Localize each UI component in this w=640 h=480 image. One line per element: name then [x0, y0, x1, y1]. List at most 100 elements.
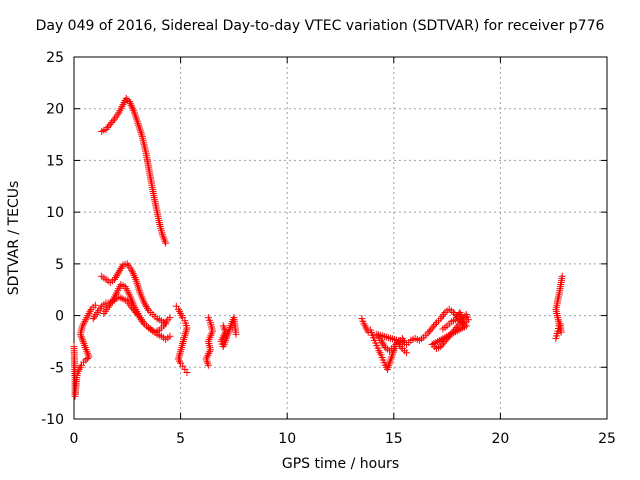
data-point: [114, 270, 122, 278]
data-point: [84, 312, 92, 320]
data-point: [164, 334, 172, 342]
data-point: [113, 272, 121, 280]
data-point: [440, 339, 448, 347]
data-point: [76, 363, 84, 371]
data-point: [378, 353, 386, 361]
data-point: [459, 324, 467, 332]
data-point: [142, 149, 150, 157]
data-point: [129, 105, 137, 113]
data-point: [457, 325, 465, 333]
data-point: [100, 126, 108, 134]
data-point: [374, 344, 382, 352]
data-point: [115, 268, 123, 276]
data-point: [140, 297, 148, 305]
data-point: [435, 344, 443, 352]
data-point: [82, 356, 90, 364]
data-point: [179, 338, 187, 346]
data-point: [439, 335, 447, 343]
data-point: [385, 361, 393, 369]
y-tick-label: 25: [46, 50, 64, 66]
data-point: [389, 349, 397, 357]
data-point: [178, 341, 186, 349]
data-point: [375, 331, 383, 339]
data-point: [428, 324, 436, 332]
data-point: [367, 329, 375, 337]
data-point: [136, 127, 144, 135]
series-group: [358, 315, 411, 373]
data-point: [413, 335, 421, 343]
data-point: [155, 216, 163, 224]
data-point: [556, 287, 564, 295]
data-point: [121, 260, 129, 268]
series-group: [98, 260, 170, 328]
data-point: [86, 307, 94, 315]
x-tick-label: 25: [598, 431, 616, 447]
data-point: [359, 317, 367, 325]
data-point: [440, 311, 448, 319]
data-point: [422, 331, 430, 339]
data-marks: [70, 94, 566, 400]
data-point: [432, 339, 440, 347]
data-point: [135, 121, 143, 129]
data-point: [179, 339, 187, 347]
data-point: [175, 353, 183, 361]
data-point: [113, 111, 121, 119]
data-point: [80, 320, 88, 328]
data-point: [108, 119, 116, 127]
data-point: [379, 340, 387, 348]
data-point: [380, 342, 388, 350]
data-point: [435, 317, 443, 325]
y-tick-label: 5: [55, 257, 64, 273]
data-point: [445, 320, 453, 328]
data-point: [182, 328, 190, 336]
data-point: [162, 318, 170, 326]
data-point: [149, 327, 157, 335]
data-point: [434, 338, 442, 346]
data-point: [121, 296, 129, 304]
data-point: [82, 316, 90, 324]
data-point: [177, 345, 185, 353]
data-point: [108, 277, 116, 285]
data-point: [363, 326, 371, 334]
data-point: [103, 305, 111, 313]
data-point: [435, 337, 443, 345]
data-point: [181, 330, 189, 338]
y-tick-label: -10: [41, 412, 64, 428]
data-point: [463, 313, 471, 321]
data-point: [117, 265, 125, 273]
x-tick-label: 5: [176, 431, 185, 447]
data-point: [557, 281, 565, 289]
data-point: [119, 282, 127, 290]
data-point: [182, 326, 190, 334]
data-point: [134, 281, 142, 289]
data-point: [100, 274, 108, 282]
data-point: [166, 314, 174, 322]
data-point: [133, 307, 141, 315]
data-point: [452, 324, 460, 332]
data-point: [146, 173, 154, 181]
data-point: [425, 327, 433, 335]
axis-ticks: 0 5 10 15 20 25 -10 -5 0 5 10 15 20 25: [41, 50, 616, 447]
data-point: [370, 334, 378, 342]
data-point: [232, 328, 240, 336]
data-point: [91, 301, 99, 309]
data-point: [137, 316, 145, 324]
data-point: [400, 347, 408, 355]
series-group: [100, 281, 174, 336]
data-point: [134, 283, 142, 291]
data-point: [131, 274, 139, 282]
data-point: [151, 196, 159, 204]
data-point: [376, 349, 384, 357]
data-point: [441, 323, 449, 331]
y-axis-label: SDTVAR / TECUs: [6, 180, 22, 296]
series-group: [552, 272, 566, 342]
data-point: [109, 117, 117, 125]
data-point: [397, 343, 405, 351]
data-point: [177, 347, 185, 355]
data-point: [118, 103, 126, 111]
data-point: [178, 312, 186, 320]
data-point: [155, 316, 163, 324]
data-point: [112, 274, 120, 282]
data-point: [447, 307, 455, 315]
